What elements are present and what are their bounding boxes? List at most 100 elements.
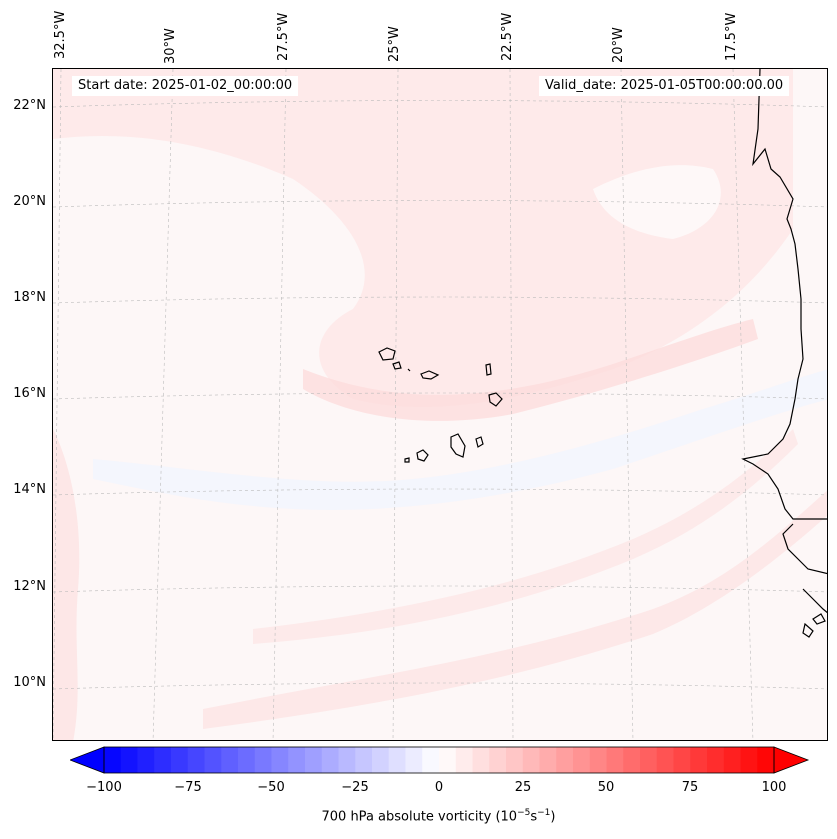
start-date-label: Start date: 2025-01-02_00:00:00 [72, 76, 299, 96]
colorbar-tick-minus-100: −100 [86, 780, 122, 795]
brava [404, 457, 410, 463]
meridian-17-5w [732, 69, 754, 740]
colorbar-segment [171, 747, 189, 773]
lon-label-32-5w: 32.5°W [53, 10, 68, 59]
colorbar-label-exp1: −5 [517, 808, 531, 818]
lat-label-20n: 20°N [13, 194, 46, 209]
colorbar-segment [221, 747, 239, 773]
colorbar-tick-50: 50 [597, 780, 615, 795]
colorbar-label-main: 700 hPa absolute vorticity (10 [321, 809, 518, 825]
lon-label-30w: 30°W [163, 28, 178, 64]
positive-vorticity-left-edge [53, 429, 80, 740]
colorbar-segment [388, 747, 406, 773]
fogo [416, 449, 429, 462]
colorbar-segment [522, 747, 540, 773]
colorbar-segment [757, 747, 775, 773]
colorbar-segment [472, 747, 490, 773]
colorbar-segment [673, 747, 691, 773]
colorbar-segment [422, 747, 440, 773]
lat-label-12n: 12°N [13, 579, 46, 594]
lon-label-17-5w: 17.5°W [724, 12, 739, 61]
colorbar-segment [740, 747, 758, 773]
positive-vorticity-band-south-1 [203, 490, 827, 729]
colorbar-segment [187, 747, 205, 773]
colorbar-segment [238, 747, 256, 773]
colorbar-extend-min [70, 746, 105, 774]
colorbar-segment [405, 747, 423, 773]
colorbar-segment [204, 747, 222, 773]
colorbar-segment [589, 747, 607, 773]
colorbar-segment [154, 747, 172, 773]
parallel-14n [53, 488, 827, 496]
meridian-22-5w [509, 69, 514, 740]
parallel-12n [53, 585, 827, 593]
colorbar-segment [489, 747, 507, 773]
valid-date-label: Valid_date: 2025-01-05T00:00:00.00 [539, 76, 790, 96]
lon-label-27-5w: 27.5°W [276, 12, 291, 61]
colorbar-segment [573, 747, 591, 773]
vorticity-field [53, 69, 827, 740]
lat-label-10n: 10°N [13, 675, 46, 690]
colorbar-segment [455, 747, 473, 773]
sal [485, 363, 492, 376]
colorbar-tick-100: 100 [761, 780, 787, 795]
colorbar-segment [271, 747, 289, 773]
lon-label-25w: 25°W [387, 26, 402, 62]
colorbar-segment [372, 747, 390, 773]
colorbar-segment [120, 747, 138, 773]
colorbar-segment [539, 747, 557, 773]
graticule [53, 69, 827, 740]
colorbar-label-exp2: −1 [537, 808, 551, 818]
lat-label-14n: 14°N [13, 482, 46, 497]
boa-vista [488, 392, 503, 407]
colorbar-tick-minus-25: −25 [341, 780, 369, 795]
island-south-coast [802, 622, 814, 638]
parallel-16n [53, 392, 827, 400]
meridian-32-5w [53, 69, 62, 740]
vorticity-map [53, 69, 827, 740]
white-patch-east [593, 165, 721, 239]
colorbar-tick-25: 25 [514, 780, 532, 795]
colorbar-segment [288, 747, 306, 773]
lon-label-22-5w: 22.5°W [500, 12, 515, 61]
lon-label-20w: 20°W [611, 27, 626, 63]
parallel-18n [53, 296, 827, 304]
positive-vorticity-band-north [53, 69, 793, 408]
colorbar-segment [556, 747, 574, 773]
senegal-coast [782, 523, 827, 575]
colorbar-label-end: ) [550, 809, 556, 825]
negative-vorticity-band [93, 369, 827, 510]
colorbar-segment [104, 747, 122, 773]
colorbar-segment [723, 747, 741, 773]
african-coast [741, 69, 827, 520]
colorbar-frame [103, 746, 775, 774]
guinea-bissau-coast [802, 588, 827, 614]
santa-luzia [407, 368, 411, 372]
colorbar-label: 700 hPa absolute vorticity (10−5s−1) [0, 808, 837, 824]
colorbar-segment [321, 747, 339, 773]
guinea-islands [812, 613, 826, 625]
colorbar-segment [305, 747, 323, 773]
santiago [450, 433, 466, 458]
parallel-20n [53, 200, 827, 208]
colorbar-segment [640, 747, 658, 773]
positive-vorticity-band-mid [303, 319, 758, 421]
colorbar-segment [707, 747, 725, 773]
colorbar-extend-max [773, 746, 810, 774]
colorbar-segment [439, 747, 457, 773]
meridian-25w [392, 69, 399, 740]
meridian-30w [152, 69, 174, 740]
coastlines [378, 69, 827, 638]
lat-label-22n: 22°N [13, 98, 46, 113]
colorbar-segment [623, 747, 641, 773]
sao-nicolau [420, 370, 440, 380]
lat-label-16n: 16°N [13, 386, 46, 401]
colorbar-segment [355, 747, 373, 773]
maio [475, 436, 484, 448]
positive-vorticity-band-south-2 [253, 429, 798, 644]
sao-vicente [392, 361, 402, 370]
colorbar-segment [137, 747, 155, 773]
colorbar-tick-minus-50: −50 [257, 780, 285, 795]
map-panel[interactable] [52, 68, 828, 741]
colorbar-tick-75: 75 [681, 780, 699, 795]
